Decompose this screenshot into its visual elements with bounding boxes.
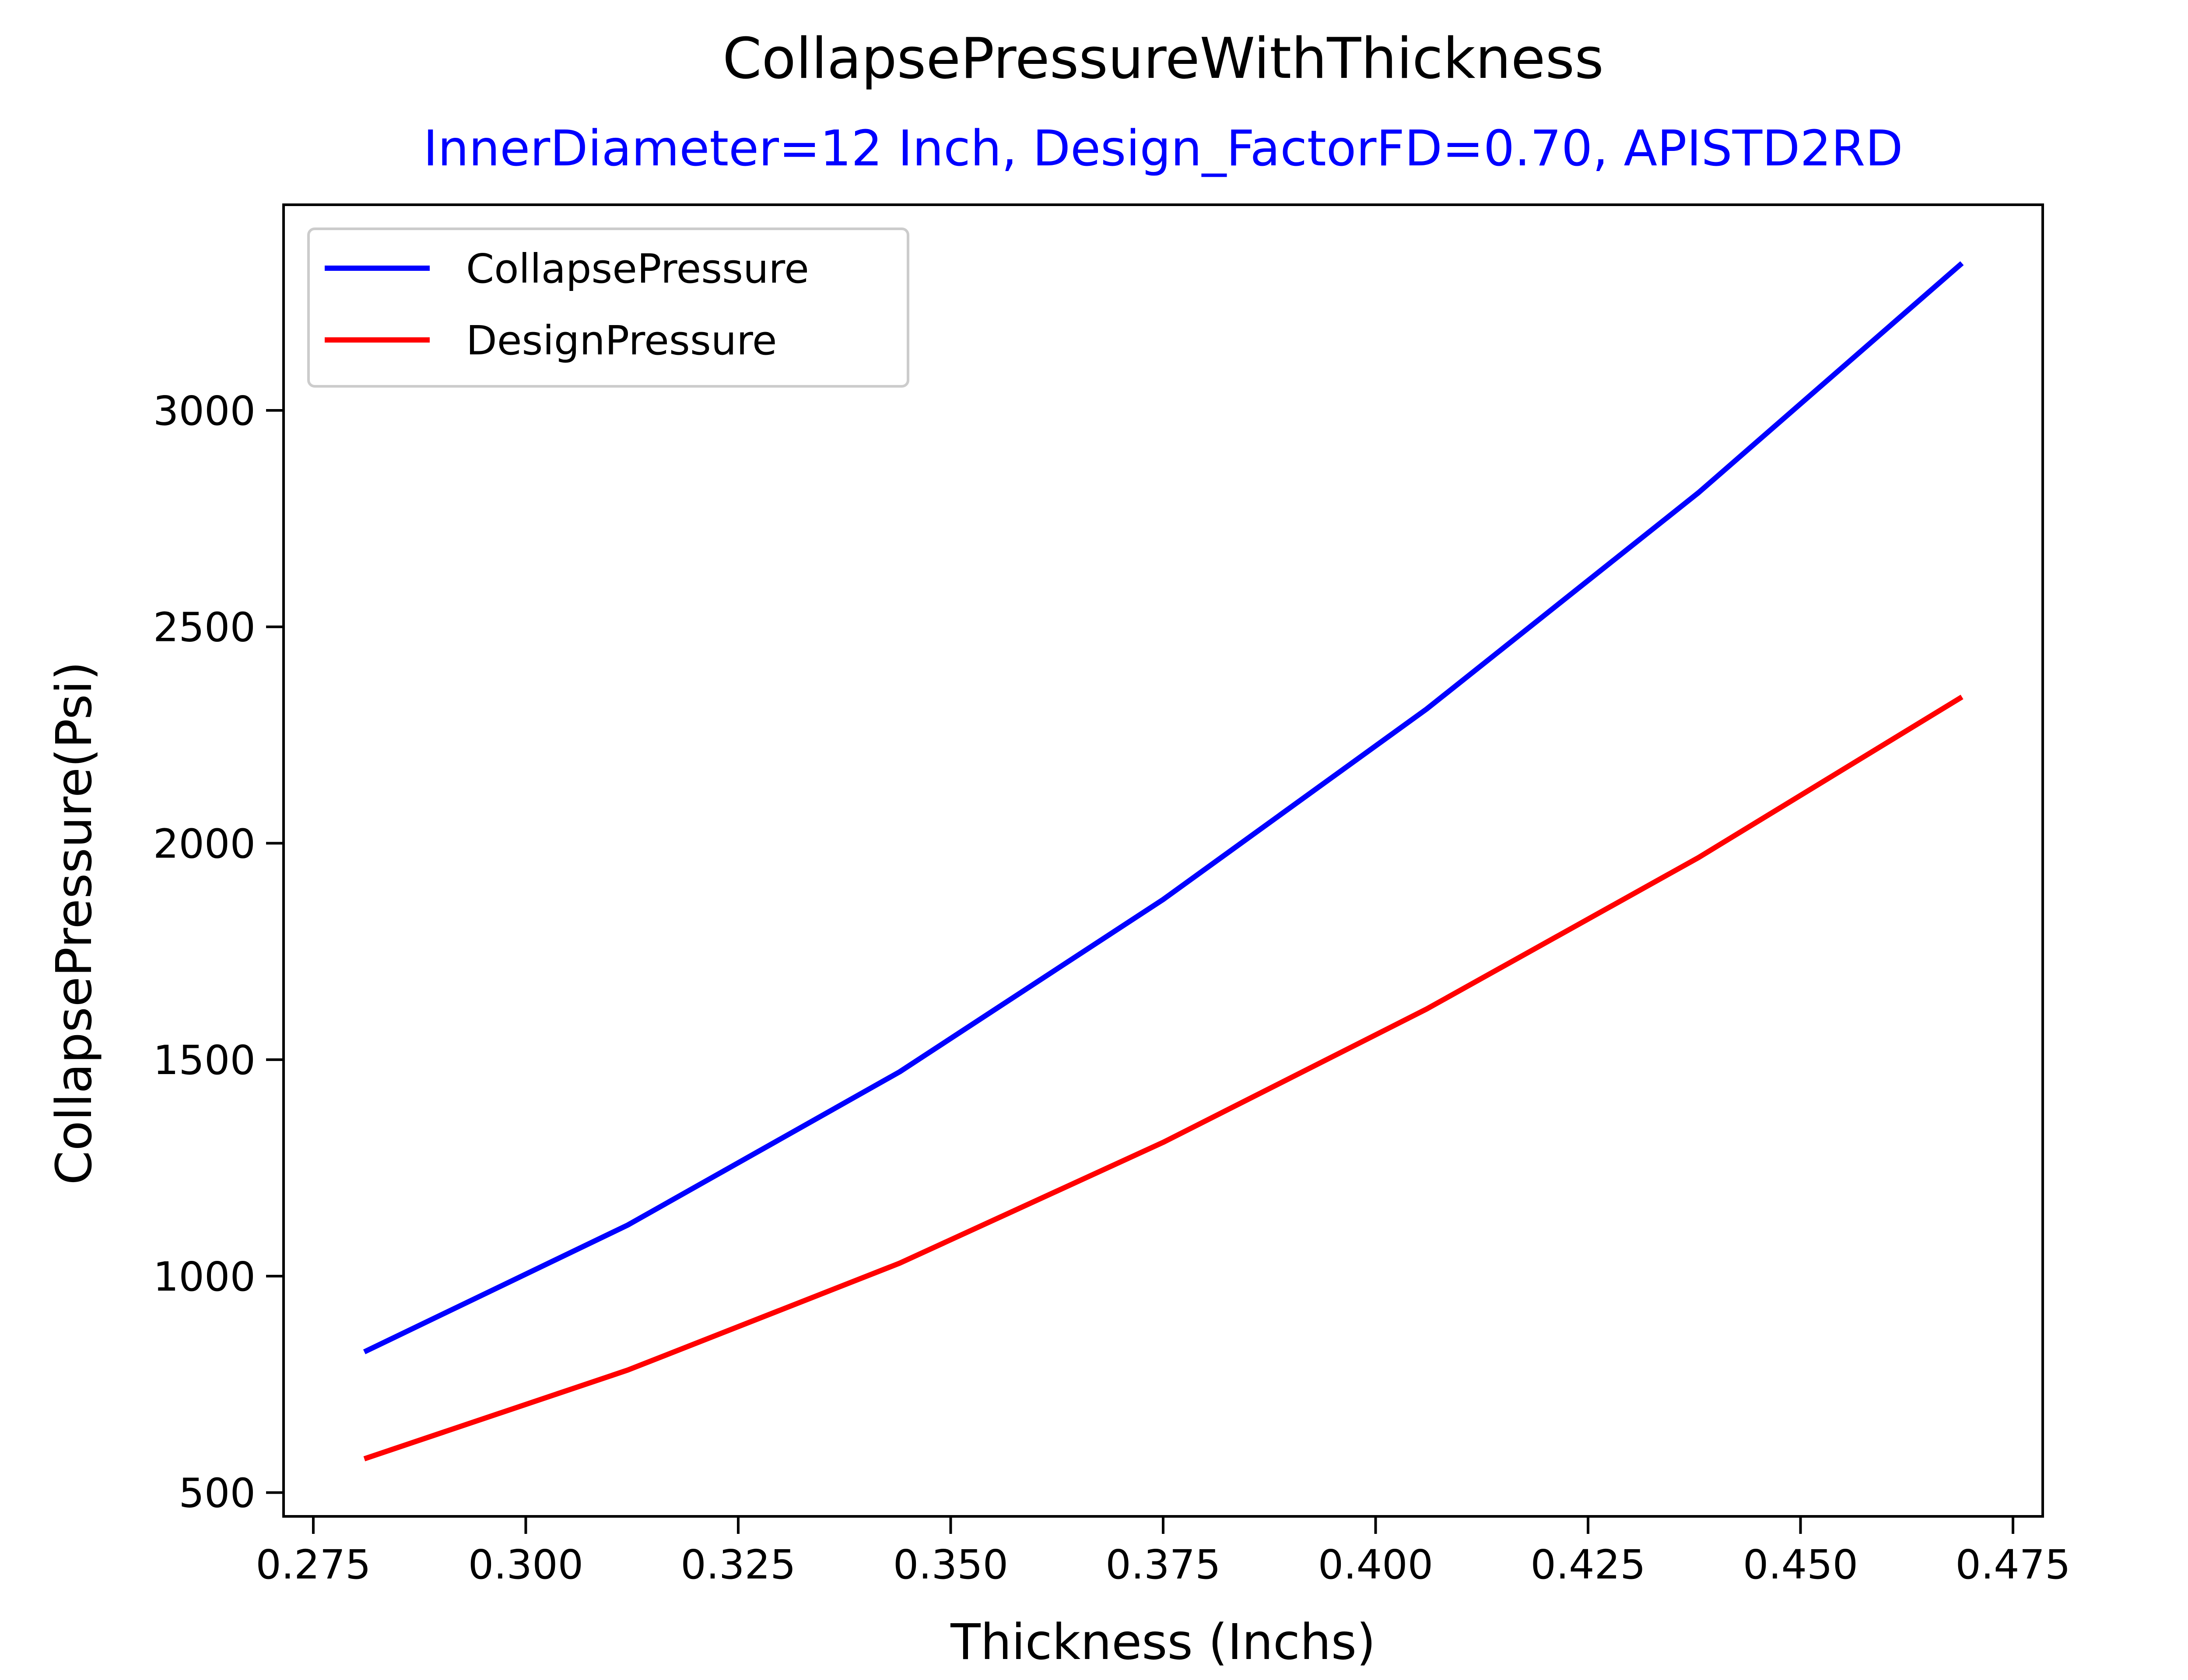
chart-subtitle: InnerDiameter=12 Inch, Design_FactorFD=0… xyxy=(423,120,1903,177)
y-tick-label: 1000 xyxy=(153,1253,256,1300)
x-axis-label: Thickness (Inchs) xyxy=(950,1614,1375,1671)
x-tick-label: 0.275 xyxy=(256,1541,371,1588)
x-axis-ticks: 0.275 0.300 0.325 0.350 0.375 0.400 0.425 0.450… xyxy=(256,1516,2071,1588)
y-axis-ticks: 500 1000 1500 2000 2500 3000 xyxy=(153,388,284,1517)
x-tick-label: 0.350 xyxy=(893,1541,1008,1588)
x-tick-label: 0.425 xyxy=(1530,1541,1645,1588)
legend-label-design-pressure: DesignPressure xyxy=(466,317,777,364)
chart-title: CollapsePressureWithThickness xyxy=(722,26,1604,91)
chart-legend: CollapsePressure DesignPressure xyxy=(307,228,909,388)
y-axis-label: CollapsePressure(Psi) xyxy=(46,662,103,1185)
x-tick-label: 0.400 xyxy=(1318,1541,1433,1588)
series-line-design-pressure xyxy=(363,694,1964,1462)
y-tick-label: 500 xyxy=(179,1470,256,1517)
legend-entry-design-pressure: DesignPressure xyxy=(325,317,777,364)
y-tick-label: 1500 xyxy=(153,1037,256,1084)
x-tick-label: 0.325 xyxy=(680,1541,796,1588)
y-tick-label: 3000 xyxy=(153,388,256,434)
series-line-collapse-pressure xyxy=(363,261,1964,1354)
x-tick-label: 0.475 xyxy=(1955,1541,2070,1588)
legend-frame xyxy=(307,228,909,388)
y-tick-label: 2500 xyxy=(153,604,256,651)
legend-label-collapse-pressure: CollapsePressure xyxy=(466,245,809,292)
legend-entry-collapse-pressure: CollapsePressure xyxy=(325,245,809,292)
y-tick-label: 2000 xyxy=(153,820,256,867)
x-tick-label: 0.300 xyxy=(468,1541,583,1588)
x-tick-label: 0.450 xyxy=(1743,1541,1858,1588)
series-lines xyxy=(363,261,1964,1462)
x-tick-label: 0.375 xyxy=(1105,1541,1220,1588)
